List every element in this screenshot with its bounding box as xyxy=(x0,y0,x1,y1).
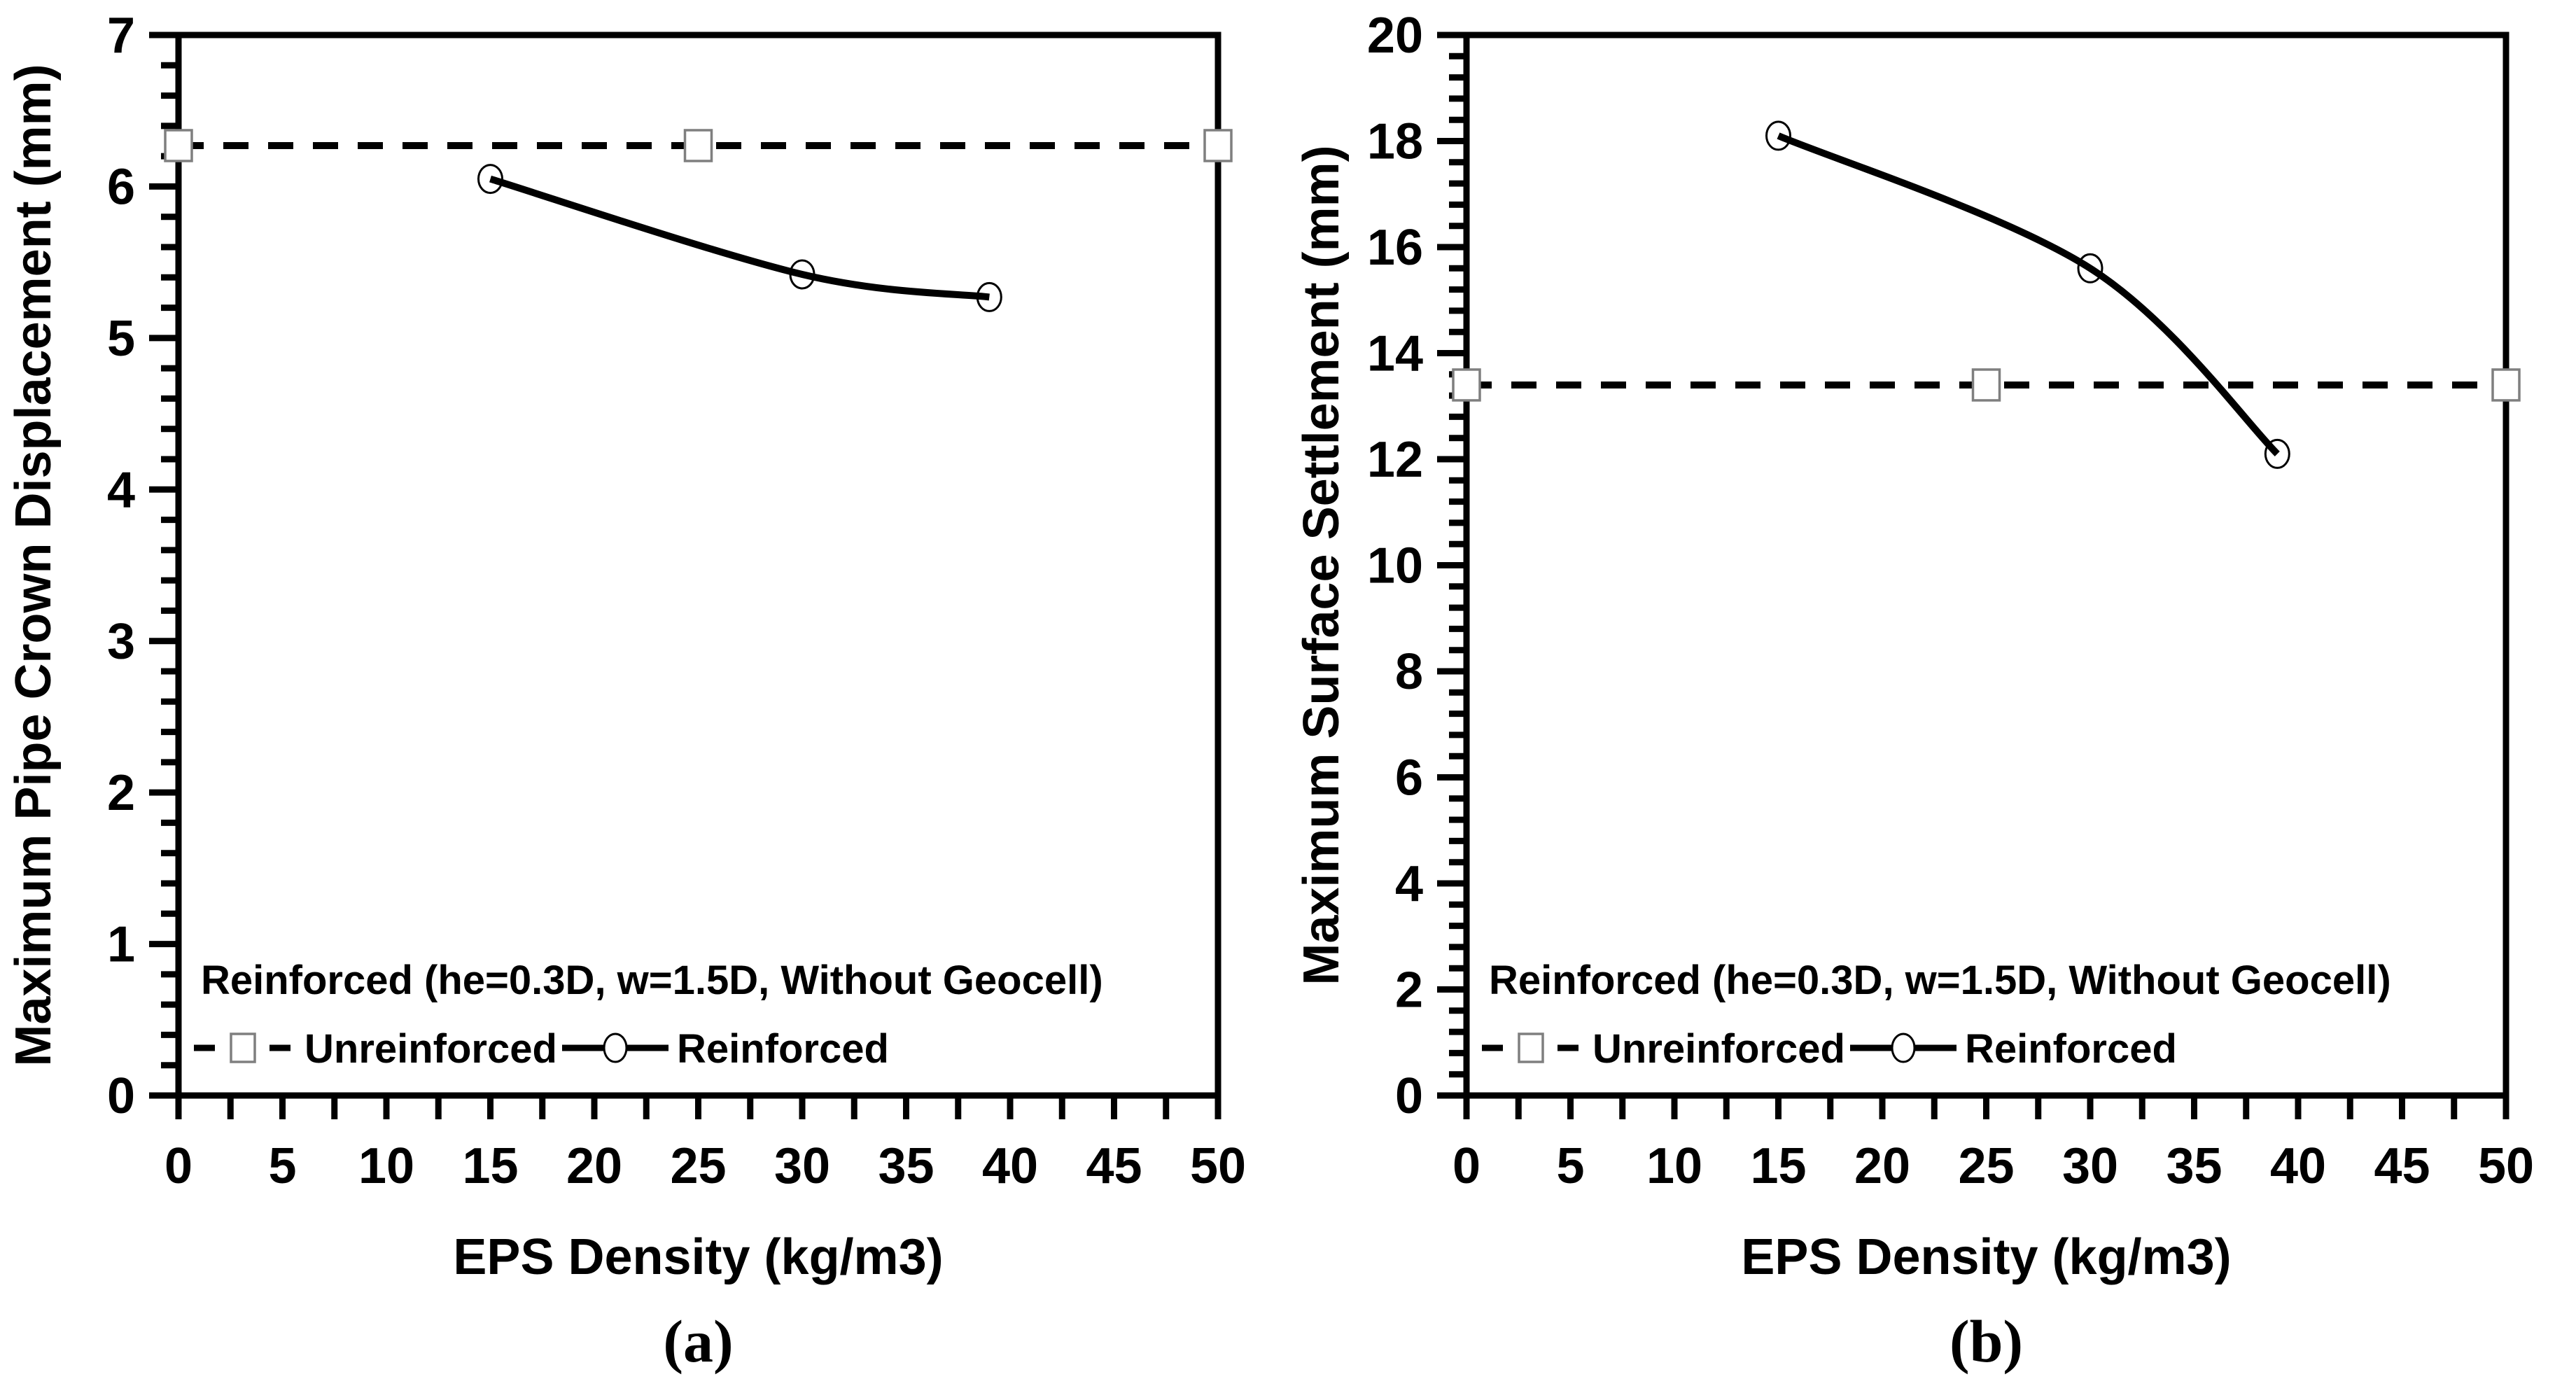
square-marker xyxy=(2491,368,2521,402)
x-tick-label: 35 xyxy=(878,1138,934,1194)
panel-caption: (a) xyxy=(663,1308,733,1375)
y-tick-label: 4 xyxy=(107,462,135,518)
y-tick-label: 7 xyxy=(107,8,135,64)
legend: Reinforced (he=0.3D, w=1.5D, Without Geo… xyxy=(1482,958,2391,1072)
circle-marker xyxy=(789,259,816,290)
y-tick-label: 12 xyxy=(1367,432,1423,488)
legend-circle-marker xyxy=(1891,1032,1916,1063)
x-tick-label: 0 xyxy=(1452,1138,1480,1194)
square-marker xyxy=(1971,368,2001,402)
x-tick-label: 45 xyxy=(2374,1138,2430,1194)
x-tick-label: 10 xyxy=(358,1138,414,1194)
x-tick-label: 50 xyxy=(1190,1138,1246,1194)
series-reinforced xyxy=(1765,120,2290,469)
x-tick-label: 30 xyxy=(2062,1138,2118,1194)
x-tick-label: 10 xyxy=(1646,1138,1702,1194)
legend-label-reinforced: Reinforced xyxy=(1965,1026,2177,1072)
x-tick-label: 40 xyxy=(982,1138,1038,1194)
y-tick-label: 20 xyxy=(1367,8,1423,64)
legend-square-marker xyxy=(230,1032,256,1063)
circle-marker xyxy=(2264,438,2290,469)
y-tick-label: 5 xyxy=(107,311,135,367)
circle-marker xyxy=(477,164,503,195)
chart-panel-a: 0 1 2 3 4 5 6 7 0 5 10 15 20 25 30 35 40 45 50 EPS Density … xyxy=(6,8,1246,1375)
y-tick-label: 2 xyxy=(1395,962,1423,1018)
plot-frame xyxy=(175,31,1222,1099)
series-line xyxy=(489,175,990,301)
x-tick-label: 20 xyxy=(1854,1138,1910,1194)
legend-square-marker xyxy=(1518,1032,1544,1063)
circle-marker xyxy=(1765,120,1791,151)
chart-panel-b: 0 2 4 6 8 10 12 14 16 18 20 0 5 10 15 20 25 30 35 40 45 50 EPS… xyxy=(1288,0,2576,1400)
x-tick-label: 15 xyxy=(462,1138,518,1194)
chart-canvas-b: 0 2 4 6 8 10 12 14 16 18 20 0 5 10 15 20 25 30 35 40 45 50 EPS… xyxy=(1294,8,2534,1375)
legend-label-unreinforced: Unreinforced xyxy=(304,1026,557,1072)
square-marker xyxy=(164,129,193,162)
x-tick-label: 25 xyxy=(670,1138,726,1194)
y-tick-label: 4 xyxy=(1395,856,1423,912)
circle-marker xyxy=(2077,253,2104,284)
x-tick-label: 40 xyxy=(2270,1138,2326,1194)
axes: 0 2 4 6 8 10 12 14 16 18 20 0 5 10 15 20 25 30 35 40 45 50 EPS… xyxy=(1294,8,2534,1285)
x-axis-title: EPS Density (kg/m3) xyxy=(1741,1229,2231,1285)
x-tick-label: 45 xyxy=(1086,1138,1142,1194)
panel-caption: (b) xyxy=(1949,1308,2023,1375)
x-tick-label: 5 xyxy=(268,1138,296,1194)
y-tick-label: 1 xyxy=(107,917,135,973)
legend-title: Reinforced (he=0.3D, w=1.5D, Without Geo… xyxy=(201,958,1103,1003)
y-tick-label: 0 xyxy=(107,1068,135,1124)
y-tick-label: 2 xyxy=(107,765,135,821)
legend-label-unreinforced: Unreinforced xyxy=(1592,1026,1845,1072)
y-tick-label: 3 xyxy=(107,614,135,670)
circle-marker xyxy=(976,281,1002,312)
series-unreinforced xyxy=(1452,368,2521,402)
y-tick-label: 14 xyxy=(1367,326,1423,382)
square-marker xyxy=(1203,129,1233,162)
y-tick-label: 8 xyxy=(1395,644,1423,700)
x-tick-label: 25 xyxy=(1958,1138,2014,1194)
series-reinforced xyxy=(477,164,1002,312)
legend-circle-marker xyxy=(603,1032,628,1063)
y-tick-label: 0 xyxy=(1395,1068,1423,1124)
y-axis-title: Maximum Surface Settlement (mm) xyxy=(1294,145,1350,985)
y-axis-title: Maximum Pipe Crown Displacement (mm) xyxy=(6,64,62,1066)
legend-label-reinforced: Reinforced xyxy=(677,1026,889,1072)
x-tick-label: 30 xyxy=(774,1138,830,1194)
square-marker xyxy=(1452,368,1481,402)
plot-frame xyxy=(1463,31,2510,1099)
x-axis-title: EPS Density (kg/m3) xyxy=(453,1229,943,1285)
y-tick-label: 16 xyxy=(1367,220,1423,276)
legend-title: Reinforced (he=0.3D, w=1.5D, Without Geo… xyxy=(1489,958,2391,1003)
series-unreinforced xyxy=(164,129,1233,162)
x-tick-label: 20 xyxy=(566,1138,622,1194)
y-tick-label: 6 xyxy=(1395,750,1423,806)
x-tick-label: 15 xyxy=(1750,1138,1806,1194)
series-line xyxy=(1777,132,2280,456)
x-tick-label: 5 xyxy=(1556,1138,1584,1194)
legend: Reinforced (he=0.3D, w=1.5D, Without Geo… xyxy=(194,958,1103,1072)
x-tick-label: 50 xyxy=(2478,1138,2534,1194)
y-tick-label: 18 xyxy=(1367,114,1423,170)
y-tick-label: 6 xyxy=(107,159,135,215)
x-tick-label: 35 xyxy=(2166,1138,2222,1194)
square-marker xyxy=(683,129,713,162)
y-tick-label: 10 xyxy=(1367,538,1423,594)
x-tick-label: 0 xyxy=(164,1138,192,1194)
